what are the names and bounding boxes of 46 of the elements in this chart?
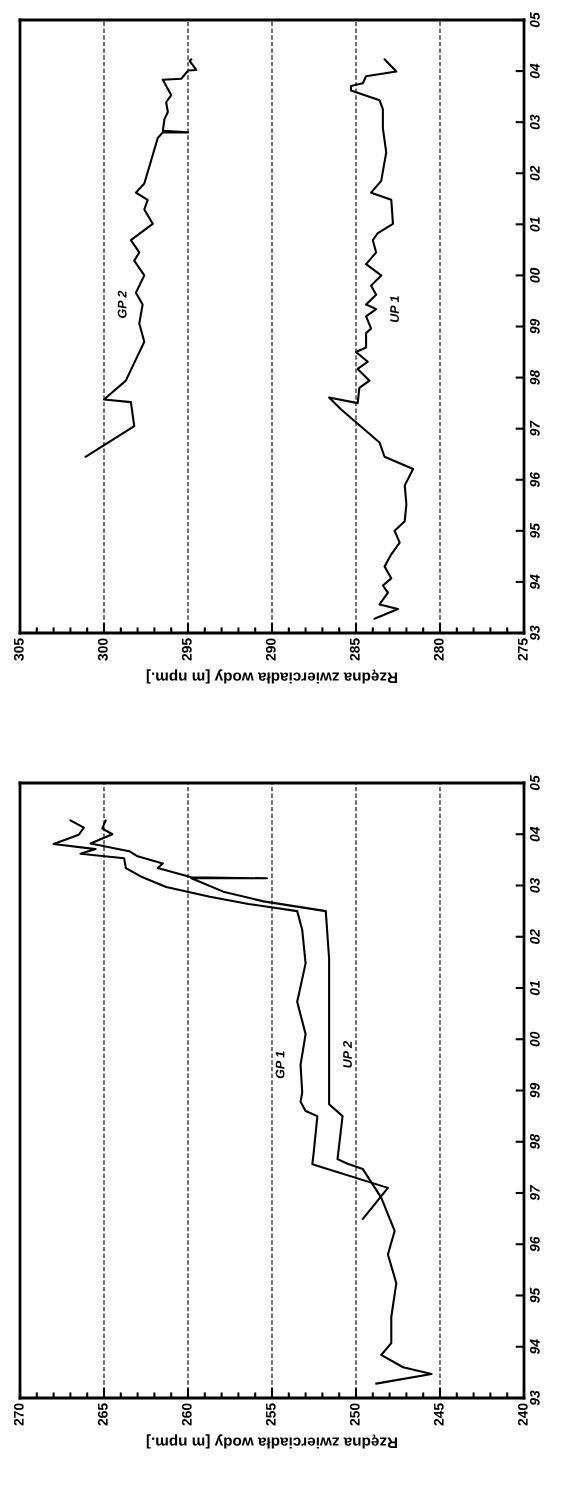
y-tick-label: 00 [529, 1031, 540, 1047]
y-tick-label: 98 [529, 369, 540, 385]
y-tick-label: 96 [529, 1236, 540, 1252]
x-tick-label: 285 [349, 638, 360, 661]
y-tick-label: 01 [529, 981, 540, 996]
x-tick-label: 245 [433, 1403, 444, 1426]
x-tick-label: 265 [97, 1403, 108, 1426]
y-tick-label: 05 [529, 12, 540, 28]
y-tick-label: 01 [529, 217, 540, 232]
y-tick-label: 00 [529, 267, 540, 283]
x-axis-title: Rzędna zwierciadła wody [m npm.] [146, 1434, 398, 1449]
x-tick-label: 240 [517, 1403, 528, 1426]
x-tick-label: 250 [349, 1403, 360, 1426]
y-tick-label: 98 [529, 1134, 540, 1150]
x-tick-label: 300 [97, 638, 108, 661]
x-tick-label: 280 [433, 638, 444, 661]
y-tick-label: 93 [529, 1390, 540, 1406]
y-tick-label: 02 [529, 165, 540, 181]
x-tick-label: 290 [265, 638, 276, 661]
x-tick-label: 270 [13, 1403, 24, 1426]
y-tick-label: 97 [529, 1184, 540, 1201]
y-tick-label: 02 [529, 929, 540, 944]
x-tick-label: 275 [517, 638, 528, 661]
x-axis-title: Rzędna zwierciadła wody [m npm.] [146, 669, 398, 684]
y-tick-label: 95 [529, 522, 540, 539]
text: GP 2 [117, 290, 127, 318]
y-tick-label: 93 [529, 625, 540, 641]
y-tick-label: 03 [529, 114, 540, 130]
x-tick-label: 295 [181, 638, 192, 661]
y-tick-label: 99 [529, 318, 540, 334]
x-tick-label: 305 [13, 638, 24, 661]
y-tick-label: 97 [529, 420, 540, 437]
y-tick-label: 96 [529, 471, 540, 488]
y-tick-label: 94 [529, 1339, 540, 1355]
y-tick-label: 03 [529, 877, 540, 893]
text: UP 2 [343, 1041, 352, 1068]
y-tick-label: 04 [529, 63, 540, 79]
y-tick-label: 05 [529, 775, 540, 791]
y-tick-label: 95 [529, 1287, 540, 1303]
y-tick-label: 04 [529, 826, 540, 842]
text: UP 1 [390, 296, 399, 323]
x-tick-label: 255 [265, 1403, 276, 1426]
y-tick-label: 94 [529, 574, 540, 590]
y-tick-label: 99 [529, 1082, 540, 1098]
text: GP 1 [275, 1051, 285, 1079]
x-tick-label: 260 [181, 1403, 192, 1426]
